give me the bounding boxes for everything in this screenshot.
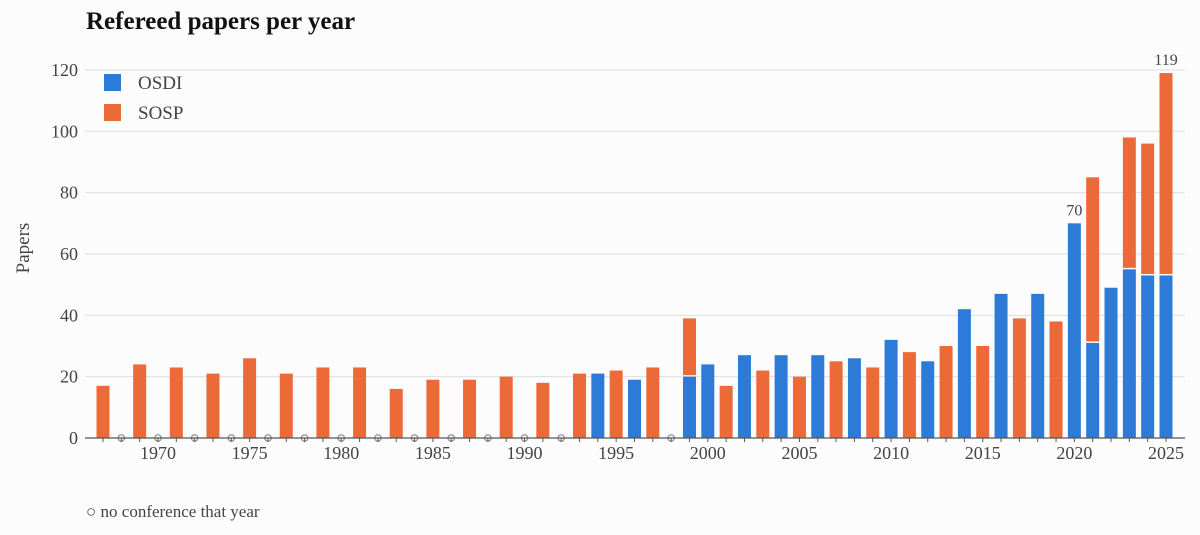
bar-sosp [389,388,403,438]
x-tick-label: 1970 [140,443,176,463]
x-tick-label: 1990 [507,443,543,463]
bar-sosp [169,367,183,438]
bar-osdi [994,293,1008,438]
bar-chart: 0 20 40 60 80 100 120 1970 1975 1980 1985 1990 1995 2… [13,52,1185,463]
y-tick-label: 100 [51,121,78,141]
bar-sosp [316,367,330,438]
bar-osdi [682,376,696,438]
y-tick-label: 60 [60,244,78,264]
bar-sosp [499,376,513,438]
bar-sosp [609,370,623,438]
chart-title: Refereed papers per year [86,8,356,35]
bar-osdi [737,355,751,438]
y-tick-label: 120 [51,60,78,80]
x-tick-label: 2000 [690,443,726,463]
bar-sosp [1122,137,1136,268]
bar-sosp [463,379,477,438]
bar-osdi [921,361,935,438]
bar-sosp [756,370,770,438]
bar-osdi [701,364,715,438]
x-tick-label: 1985 [415,443,451,463]
bar-sosp [206,373,220,438]
legend-swatch [104,74,121,91]
bar-sosp [866,367,880,438]
bar-sosp [646,367,660,438]
y-tick-label: 20 [60,367,78,387]
legend-swatch [104,104,121,121]
bar-osdi [1067,223,1081,438]
y-axis-title: Papers [13,223,34,274]
bar-sosp [682,318,696,376]
bar-sosp [426,379,440,438]
bar-osdi [1031,293,1045,438]
bar-sosp [1159,73,1173,274]
bar-osdi [1141,275,1155,438]
bar-osdi [1159,275,1173,438]
bar-osdi [884,339,898,438]
bar-sosp [353,367,367,438]
bar-sosp [902,352,916,438]
bar-sosp [1141,143,1155,274]
bar-osdi [957,309,971,438]
x-tick-label: 2015 [965,443,1001,463]
bar-sosp [719,385,733,438]
y-tick-label: 80 [60,183,78,203]
bar-osdi [1104,287,1118,438]
bar-sosp [976,346,990,438]
bar-sosp [279,373,293,438]
y-tick-label: 0 [69,428,78,448]
y-tick-label: 40 [60,305,78,325]
bar-osdi [591,373,605,438]
bar-sosp [829,361,843,438]
x-tick-label: 2010 [873,443,909,463]
bar-sosp [536,382,550,438]
footnote: ○ no conference that year [86,502,260,521]
axes: 0 20 40 60 80 100 120 1970 1975 1980 1985 1990 1995 2… [51,52,1185,463]
x-tick-label: 2025 [1148,443,1184,463]
x-tick-label: 2020 [1056,443,1092,463]
legend-label: OSDI [138,73,182,94]
grid-lines [85,69,1185,378]
data-label: 119 [1154,52,1177,69]
x-tick-label: 1980 [323,443,359,463]
bar-sosp [792,376,806,438]
bar-osdi [811,355,825,438]
bar-sosp [1086,177,1100,342]
legend: OSDI SOSP [104,73,183,124]
x-tick-label: 1995 [598,443,634,463]
bar-osdi [628,379,641,438]
bar-sosp [243,358,257,438]
bar-sosp [573,373,587,438]
legend-label: SOSP [138,103,183,124]
bar-sosp [939,346,953,438]
x-tick-label: 1975 [232,443,268,463]
data-label: 70 [1066,202,1082,219]
bar-sosp [133,364,147,438]
bar-sosp [1012,318,1026,438]
bar-osdi [1122,269,1136,438]
bar-sosp [1049,321,1063,438]
bar-osdi [1086,342,1100,438]
bar-osdi [774,355,788,438]
bar-osdi [847,358,861,438]
bars [96,73,1173,442]
x-tick-label: 2005 [781,443,817,463]
bar-sosp [96,385,110,438]
